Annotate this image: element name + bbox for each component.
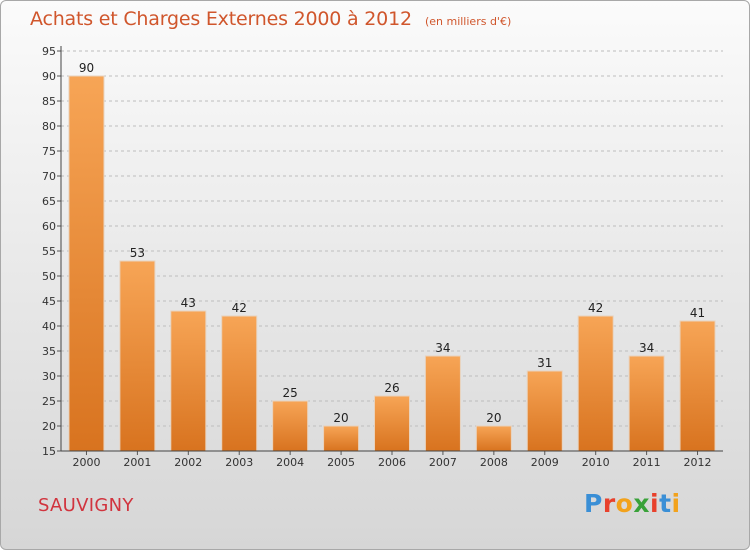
grid-lines (61, 50, 723, 427)
y-tick-label: 55 (42, 245, 56, 258)
x-tick-label: 2008 (480, 456, 508, 469)
logo-letter: r (602, 489, 616, 518)
bar-value-label: 34 (639, 341, 654, 355)
bar-value-label: 20 (486, 411, 501, 425)
x-tick-label: 2002 (174, 456, 202, 469)
y-tick-label: 40 (42, 320, 56, 333)
x-tick-label: 2009 (531, 456, 559, 469)
logo-letter: t (659, 489, 672, 518)
bar (679, 320, 716, 452)
logo-letter: i (671, 489, 681, 518)
bar-value-label: 42 (588, 301, 603, 315)
bar (526, 370, 563, 452)
x-tick-label: 2012 (684, 456, 712, 469)
chart-unit: (en milliers d'€) (424, 15, 512, 28)
bar-value-label: 26 (384, 381, 399, 395)
bar-value-label: 31 (537, 356, 552, 370)
bar (272, 400, 309, 452)
y-tick-label: 20 (42, 420, 56, 433)
y-tick-label: 65 (42, 195, 56, 208)
y-tick-label: 70 (42, 170, 56, 183)
x-tick-label: 2001 (123, 456, 151, 469)
x-tick-label: 2006 (378, 456, 406, 469)
x-tick-label: 2010 (582, 456, 610, 469)
y-tick-label: 35 (42, 345, 56, 358)
y-tick-label: 95 (42, 45, 56, 58)
logo-letter: o (615, 489, 634, 518)
bar (323, 425, 360, 452)
bar-value-label: 34 (435, 341, 450, 355)
bar (628, 355, 665, 452)
bar (424, 355, 461, 452)
x-tick-label: 2003 (225, 456, 253, 469)
proxiti-logo: Proxiti (584, 489, 681, 518)
bars (68, 75, 716, 452)
bar-value-label: 53 (130, 246, 145, 260)
bar-value-label: 43 (181, 296, 196, 310)
bar (119, 260, 156, 452)
bar-value-label: 20 (333, 411, 348, 425)
commune-name: SAUVIGNY (38, 495, 134, 516)
x-tick-label: 2007 (429, 456, 457, 469)
y-tick-label: 15 (42, 445, 56, 458)
bar-value-label: 41 (690, 306, 705, 320)
bar-value-label: 42 (232, 301, 247, 315)
x-tick-label: 2005 (327, 456, 355, 469)
x-tick-label: 2011 (633, 456, 661, 469)
y-tick-label: 30 (42, 370, 56, 383)
axes (57, 46, 723, 455)
bar (374, 395, 410, 452)
bar-value-label: 90 (79, 61, 94, 75)
y-tick-label: 25 (42, 395, 56, 408)
logo-letter: i (650, 489, 660, 518)
chart-title: Achats et Charges Externes 2000 à 2012 (30, 8, 412, 30)
title-row: Achats et Charges Externes 2000 à 2012 (… (30, 8, 511, 30)
y-tick-label: 90 (42, 70, 56, 83)
y-tick-label: 85 (42, 95, 56, 108)
y-tick-label: 80 (42, 120, 56, 133)
bar (170, 310, 207, 452)
labels: 15 20 25 30 35 40 45 50 55 60 65 70 75 80 85 90 95 90 2000… (42, 45, 712, 469)
logo-letter: P (584, 489, 603, 518)
logo-letter: x (633, 489, 650, 518)
y-tick-label: 60 (42, 220, 56, 233)
y-tick-label: 50 (42, 270, 56, 283)
x-tick-label: 2004 (276, 456, 304, 469)
bar (475, 425, 512, 452)
bar (221, 315, 258, 452)
y-tick-label: 45 (42, 295, 56, 308)
bar (577, 315, 614, 452)
bar-value-label: 25 (283, 386, 298, 400)
y-tick-label: 75 (42, 145, 56, 158)
bar (68, 75, 105, 452)
x-tick-label: 2000 (72, 456, 100, 469)
